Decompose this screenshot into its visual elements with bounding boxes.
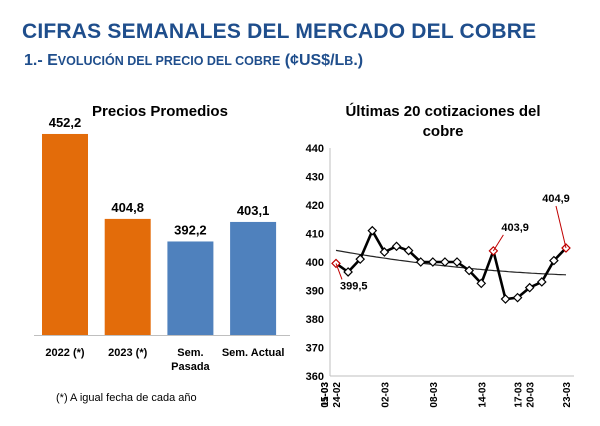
y-tick-label-440: 440 (306, 143, 324, 155)
y-tick-label-390: 390 (306, 286, 324, 298)
bar-value-label-3: 392,2 (174, 222, 207, 237)
data-point-16-03 (500, 294, 511, 304)
bar-value-label-2: 404,8 (111, 200, 144, 215)
subtitle-unit: (¢US$/L (280, 52, 345, 69)
data-point-06-03 (403, 245, 414, 256)
bar-value-label-1: 452,2 (49, 115, 82, 130)
page-title: CIFRAS SEMANALES DEL MERCADO DEL COBRE (22, 20, 537, 43)
data-point-28-02 (355, 254, 366, 264)
annotation-label-2: 403,9 (501, 222, 529, 234)
bar-category-label-3: Sem. (177, 347, 203, 359)
x-tick-label-23-03: 23-03 (562, 382, 573, 408)
x-tick-label-17-03: 17-03 (514, 382, 525, 408)
data-point-20-03 (524, 282, 535, 293)
x-tick-label-24-02: 24-02 (332, 382, 343, 408)
line-chart: 360 370 380 390 400 410 420 430 440 24-02 02-03 05-… (306, 143, 574, 408)
data-point-17-03 (512, 292, 523, 303)
y-tick-label-400: 400 (306, 257, 324, 269)
subtitle-prefix: 1.- E (24, 52, 58, 69)
bar-2 (104, 218, 151, 335)
data-point-21-03 (536, 277, 547, 287)
bar-chart: 452,2 2022 (*) 404,8 2023 (*) 392,2 Sem. Pasad… (34, 115, 290, 373)
trendline (335, 249, 567, 276)
annotation-label-3: 404,9 (542, 193, 570, 205)
subtitle-close: .) (353, 52, 364, 69)
y-tick-label-360: 360 (306, 371, 324, 383)
annotation-leader-2 (492, 234, 504, 252)
y-tick-label-380: 380 (306, 314, 324, 326)
annotation-leader-1 (335, 263, 343, 280)
line-chart-title-line-2: cobre (422, 123, 464, 140)
data-point-22-03 (549, 255, 559, 266)
line-chart-title: Últimas 20 cotizaciones del cobre (318, 102, 568, 142)
line-chart-title-line-1: Últimas 20 cotizaciones del (345, 103, 541, 120)
data-point-10-03 (452, 257, 462, 267)
data-point-08-03 (427, 257, 438, 267)
data-point-01-03 (367, 225, 378, 236)
x-tick-label-11-03: 11-03 (320, 382, 331, 407)
data-point-14-03 (476, 278, 487, 289)
y-tick-label-420: 420 (306, 200, 324, 212)
x-tick-label-20-03: 20-03 (526, 382, 537, 408)
x-tick-label-14-03: 14-03 (477, 382, 488, 408)
data-point-02-03 (379, 247, 390, 257)
annotation-leader-3 (555, 205, 567, 249)
bar-category-label-3: Pasada (171, 361, 210, 373)
data-point-27-02 (343, 267, 353, 277)
data-point-07-03 (415, 257, 426, 267)
subtitle-caps-1: VOLUCIÓN DEL PRECIO DEL COBRE (57, 54, 281, 68)
x-tick-label-05-03: 05-03 (320, 382, 331, 408)
bar-category-label-1: 2022 (*) (45, 347, 84, 359)
x-tick-label-08-03: 08-03 (429, 382, 440, 408)
subtitle-caps-2: B (344, 54, 354, 68)
bar-category-label-4: Sem. Actual (222, 347, 285, 359)
bar-3 (167, 241, 214, 335)
bar-4 (230, 221, 277, 335)
y-tick-label-410: 410 (306, 229, 324, 241)
footnote: (*) A igual fecha de cada año (56, 392, 197, 404)
data-point-13-03 (464, 265, 475, 276)
data-point-03-03 (391, 241, 402, 252)
bar-value-label-4: 403,1 (237, 203, 270, 218)
bar-chart-title: Precios Promedios (92, 103, 228, 120)
annotation-label-1: 399,5 (340, 280, 368, 292)
data-point-15-03 (488, 246, 499, 256)
y-tick-label-430: 430 (306, 172, 324, 184)
data-point-09-03 (440, 257, 450, 267)
bar-category-label-2: 2023 (*) (108, 347, 147, 359)
page-subtitle: 1.- EVOLUCIÓN DEL PRECIO DEL COBRE (¢US$… (24, 52, 363, 70)
bar-1 (42, 133, 88, 335)
y-tick-label-370: 370 (306, 343, 324, 355)
x-tick-label-02-03: 02-03 (380, 382, 391, 408)
